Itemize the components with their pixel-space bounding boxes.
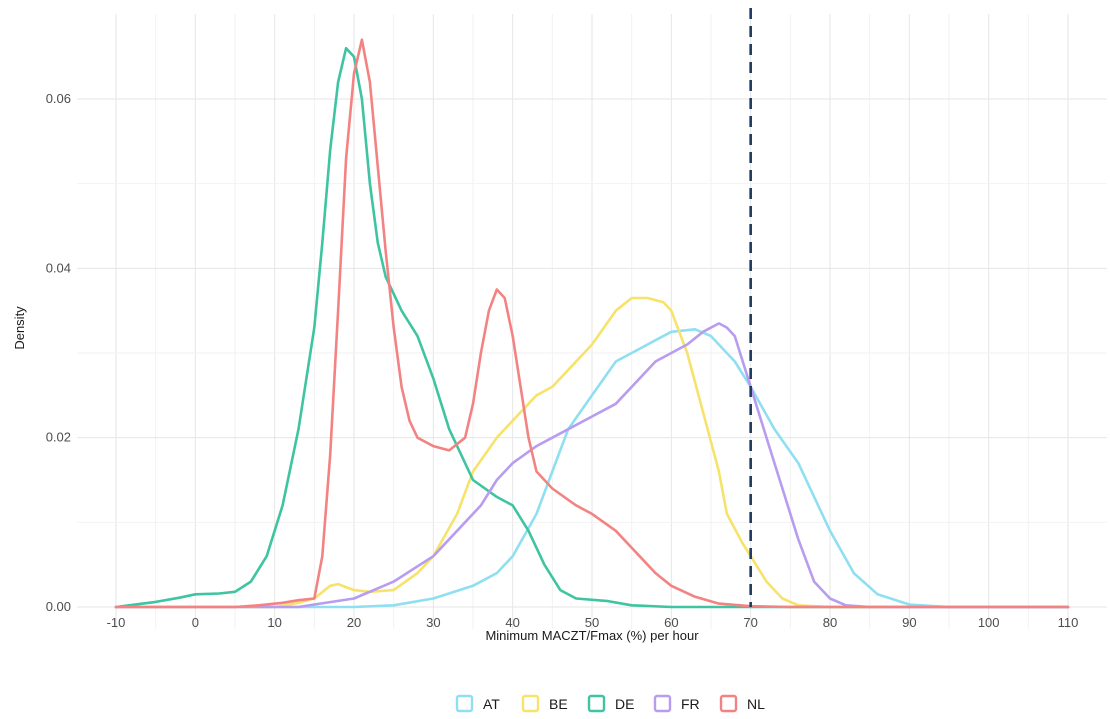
legend-label-be: BE [549,696,568,712]
legend-key-fr [653,694,672,713]
legend-key-be [521,694,540,713]
x-tick-label: 20 [347,615,361,630]
legend: AT BE DE FR NL [455,694,765,713]
x-tick-label: 10 [267,615,281,630]
legend-label-fr: FR [681,696,700,712]
y-axis-ticks: 0.00 0.02 0.04 0.06 [46,91,71,614]
density-curve-fr [114,322,1070,609]
x-tick-label: 70 [743,615,757,630]
x-tick-label: 0 [192,615,199,630]
density-curve-be [114,296,1070,609]
legend-label-at: AT [483,696,500,712]
density-curves [114,38,1070,609]
x-tick-label: 80 [823,615,837,630]
x-tick-label: 60 [664,615,678,630]
legend-key-de [587,694,606,713]
x-tick-label: 40 [505,615,519,630]
legend-label-nl: NL [747,696,765,712]
y-tick-label: 0.02 [46,430,71,445]
x-tick-label: 30 [426,615,440,630]
legend-key-at [455,694,474,713]
x-axis-ticks: -10 0 10 20 30 40 50 60 70 80 90 100 110 [107,615,1079,630]
density-curve-at [114,328,1070,609]
density-curve-de [114,46,1070,609]
x-tick-label: 100 [978,615,1000,630]
density-curve-nl [114,38,1070,609]
legend-key-nl [719,694,738,713]
legend-label-de: DE [615,696,634,712]
x-tick-label: 90 [902,615,916,630]
grid [77,14,1107,629]
x-axis-title: Minimum MACZT/Fmax (%) per hour [485,628,699,643]
y-tick-label: 0.06 [46,91,71,106]
y-tick-label: 0.04 [46,260,71,275]
x-tick-label: 50 [585,615,599,630]
x-tick-label: 110 [1058,615,1079,630]
y-axis-title: Density [12,306,27,350]
x-tick-label: -10 [107,615,126,630]
y-tick-label: 0.00 [46,599,71,614]
